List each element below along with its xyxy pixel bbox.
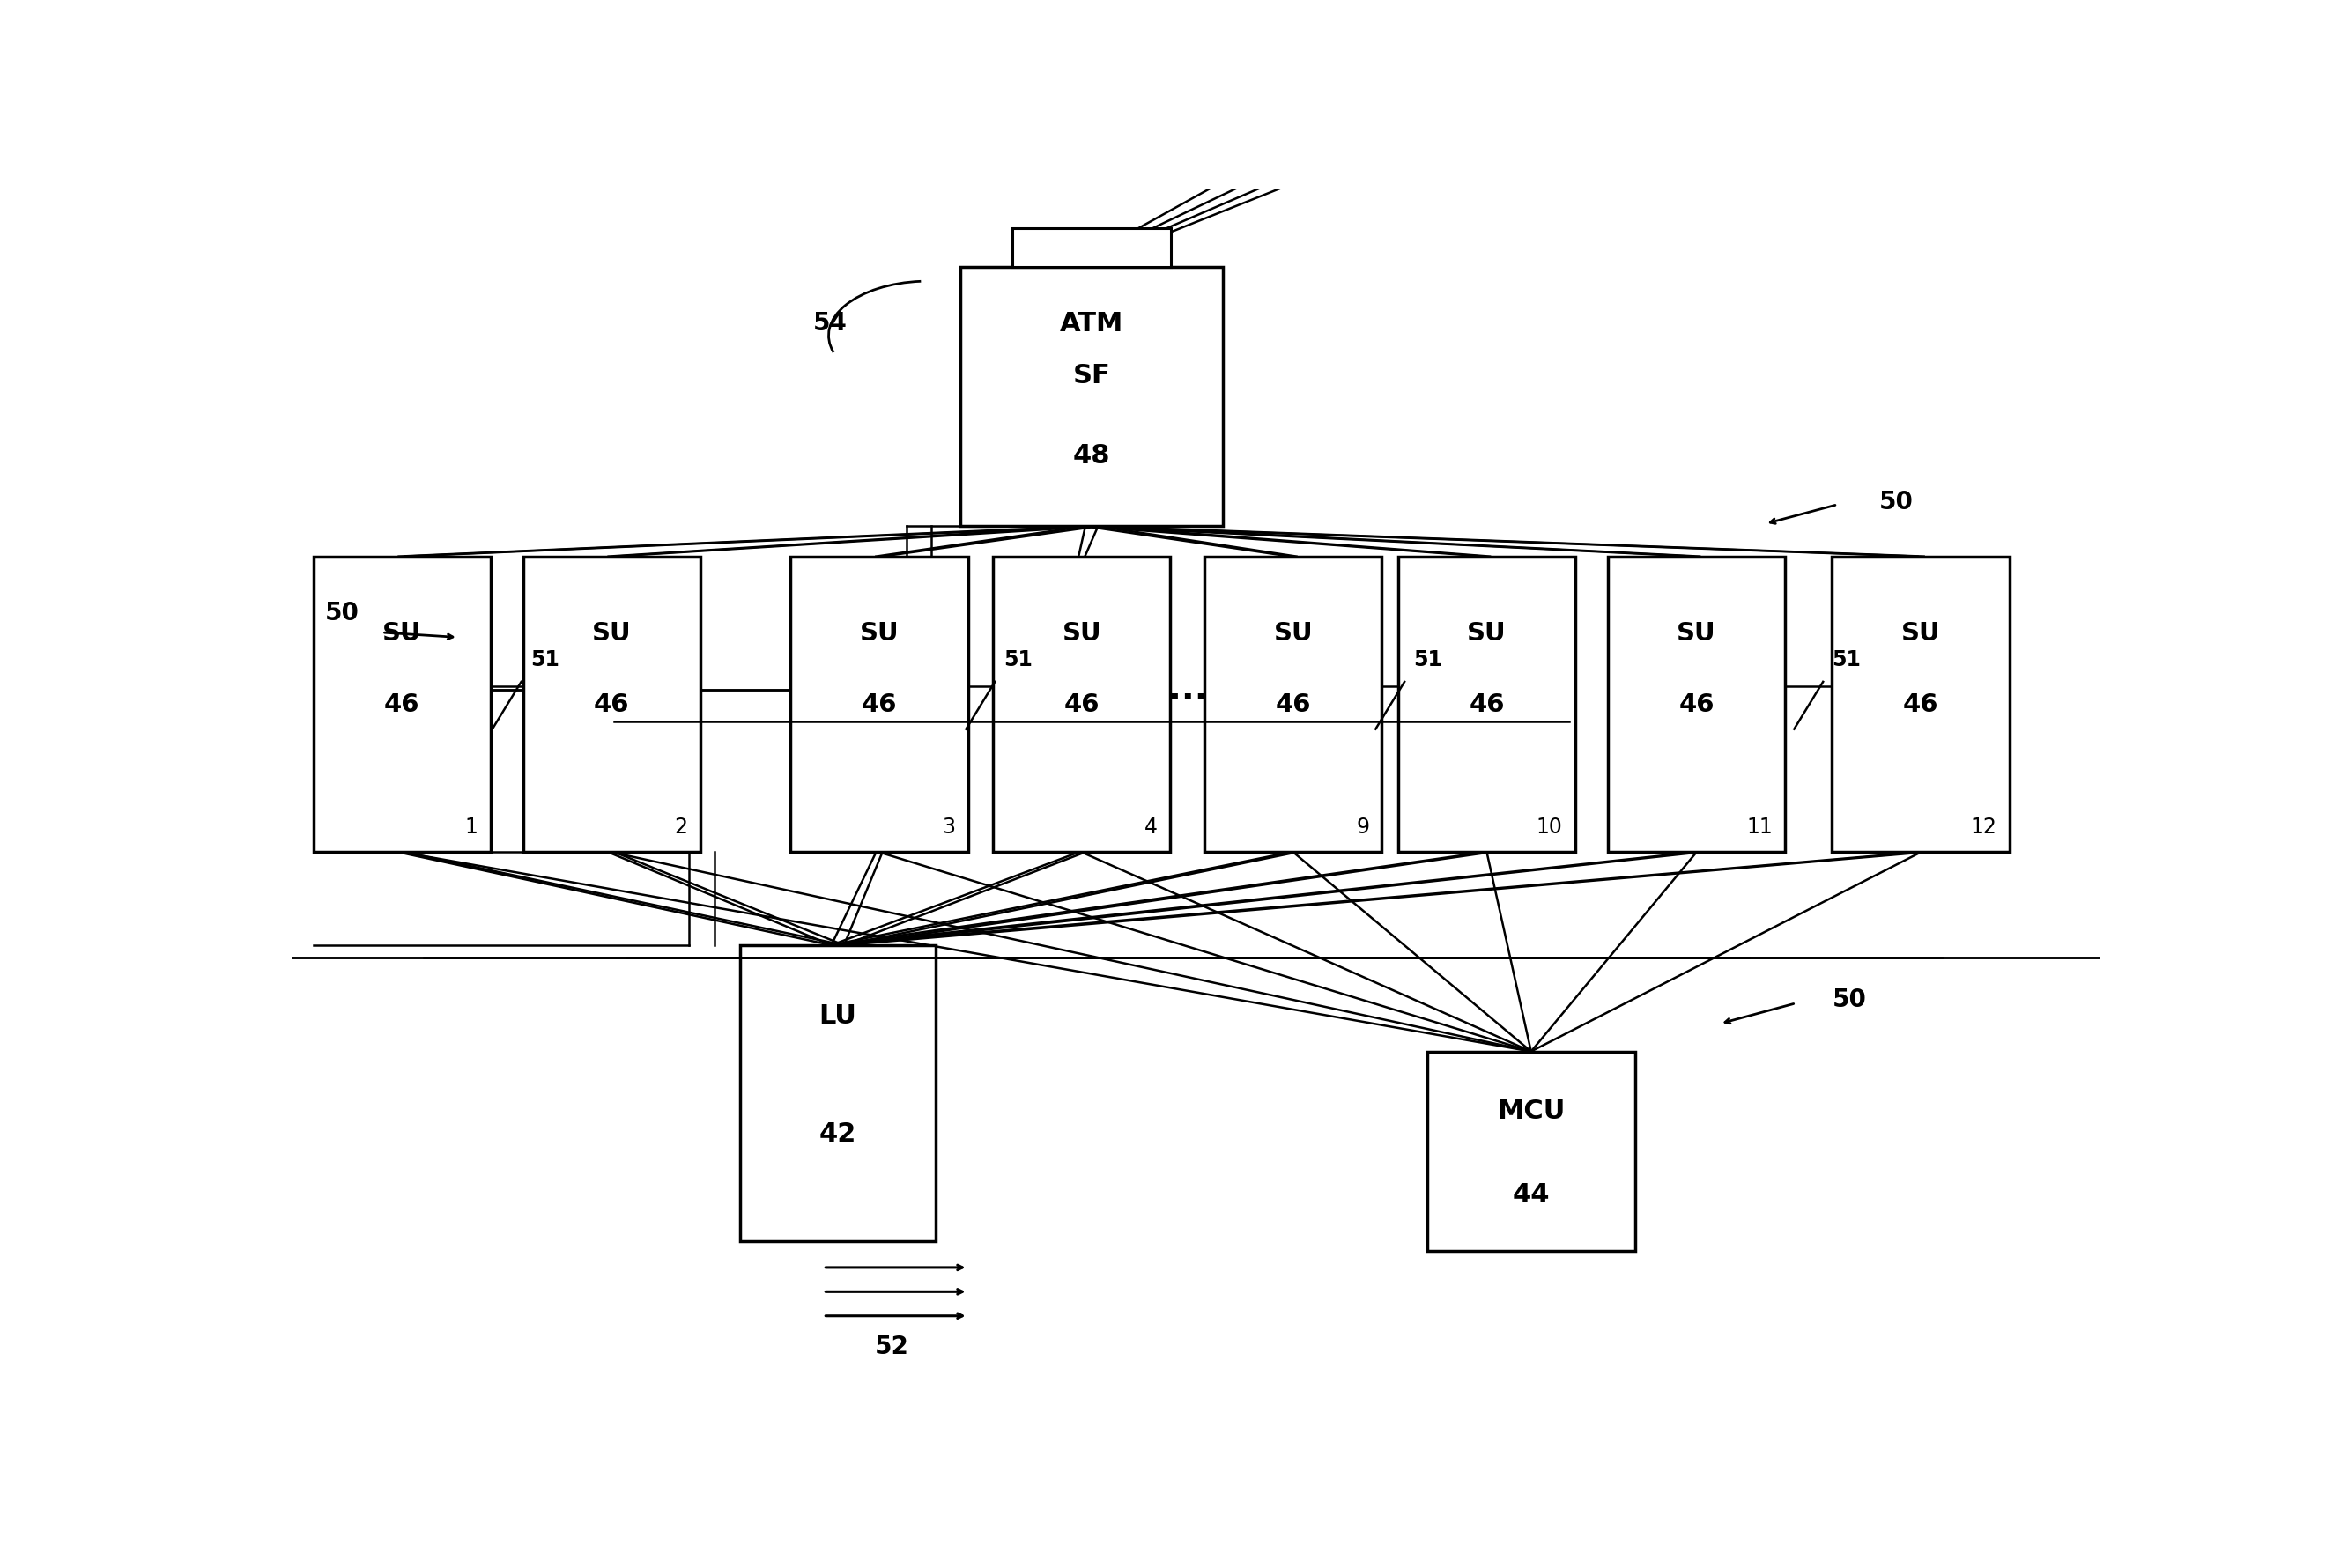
FancyBboxPatch shape [1397,557,1575,851]
Text: 3: 3 [943,817,954,837]
Text: 46: 46 [1276,691,1311,717]
Text: 48: 48 [1073,444,1111,469]
Text: SU: SU [383,621,422,646]
Text: SU: SU [1677,621,1717,646]
Text: 50: 50 [1878,489,1913,514]
Text: SU: SU [859,621,898,646]
Text: LU: LU [819,1004,856,1029]
Text: 42: 42 [819,1121,856,1148]
Text: 11: 11 [1745,817,1773,837]
Text: 51: 51 [1414,649,1442,671]
Text: SF: SF [1073,362,1111,389]
Text: 12: 12 [1971,817,1997,837]
Text: SU: SU [1901,621,1941,646]
FancyBboxPatch shape [313,557,490,851]
Text: 51: 51 [530,649,560,671]
FancyBboxPatch shape [1428,1052,1635,1251]
FancyBboxPatch shape [1607,557,1785,851]
FancyBboxPatch shape [740,946,936,1240]
Text: 50: 50 [324,601,359,626]
FancyBboxPatch shape [1204,557,1381,851]
FancyBboxPatch shape [1831,557,2009,851]
Text: ...: ... [1169,673,1206,706]
Text: SU: SU [1274,621,1313,646]
FancyBboxPatch shape [994,557,1171,851]
Text: 1: 1 [464,817,478,837]
Text: 46: 46 [595,691,630,717]
Text: MCU: MCU [1498,1099,1565,1124]
Text: 10: 10 [1537,817,1563,837]
Text: 46: 46 [1470,691,1505,717]
FancyBboxPatch shape [961,267,1222,527]
FancyBboxPatch shape [1013,227,1171,267]
Text: 54: 54 [814,310,847,336]
Text: 51: 51 [1831,649,1862,671]
Text: 52: 52 [875,1334,910,1359]
Text: 2: 2 [674,817,688,837]
Text: 4: 4 [1146,817,1157,837]
Text: 46: 46 [861,691,898,717]
Text: 46: 46 [1904,691,1939,717]
Text: 46: 46 [385,691,420,717]
Text: 50: 50 [1831,988,1866,1011]
Text: SU: SU [593,621,632,646]
FancyBboxPatch shape [523,557,700,851]
Text: ATM: ATM [1059,310,1125,337]
Text: SU: SU [1062,621,1101,646]
Text: SU: SU [1467,621,1507,646]
Text: 9: 9 [1355,817,1369,837]
Text: 46: 46 [1064,691,1099,717]
Text: 44: 44 [1512,1182,1549,1207]
FancyBboxPatch shape [791,557,968,851]
Text: 46: 46 [1680,691,1715,717]
Text: 51: 51 [1003,649,1034,671]
